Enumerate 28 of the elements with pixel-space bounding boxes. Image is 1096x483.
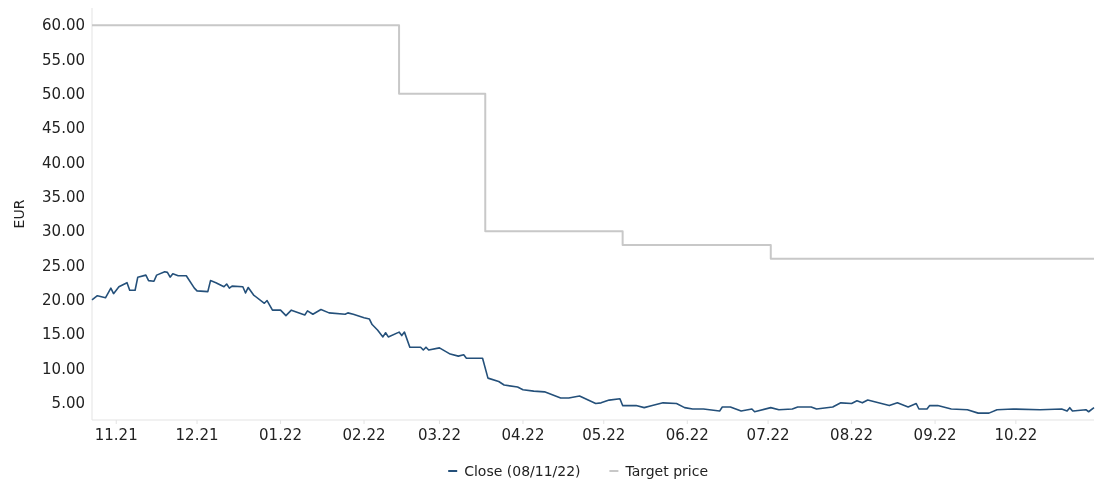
y-tick-label: 55.00	[42, 50, 85, 69]
x-tick-label: 09.22	[913, 426, 957, 444]
x-tick-label: 12.21	[175, 426, 219, 444]
x-tick-label: 02.22	[342, 426, 386, 444]
y-tick-label: 60.00	[42, 16, 85, 35]
y-axis-title: EUR	[11, 199, 27, 229]
x-tick-label: 11.21	[94, 426, 138, 444]
y-tick-label: 30.00	[42, 222, 85, 241]
x-tick-label: 05.22	[582, 426, 626, 444]
y-tick-label: 50.00	[42, 85, 85, 104]
x-tick-label: 01.22	[259, 426, 303, 444]
x-tick-label: 06.22	[665, 426, 709, 444]
y-tick-label: 25.00	[42, 256, 85, 275]
y-tick-label: 5.00	[51, 394, 85, 413]
x-tick-label: 04.22	[501, 426, 545, 444]
line-series	[91, 270, 1095, 414]
x-tick-label: 10.22	[994, 426, 1038, 444]
legend-label: Target price	[624, 462, 709, 479]
y-tick-label: 20.00	[42, 291, 85, 310]
y-tick-label: 15.00	[42, 325, 85, 344]
legend-label: Close (08/11/22)	[464, 462, 581, 479]
x-tick-label: 08.22	[830, 426, 874, 444]
x-tick-label: 03.22	[417, 426, 461, 444]
y-tick-label: 35.00	[42, 188, 85, 207]
x-tick-label: 07.22	[746, 426, 790, 444]
y-tick-label: 40.00	[42, 153, 85, 172]
y-tick-label: 10.00	[42, 359, 85, 378]
y-tick-label: 45.00	[42, 119, 85, 138]
